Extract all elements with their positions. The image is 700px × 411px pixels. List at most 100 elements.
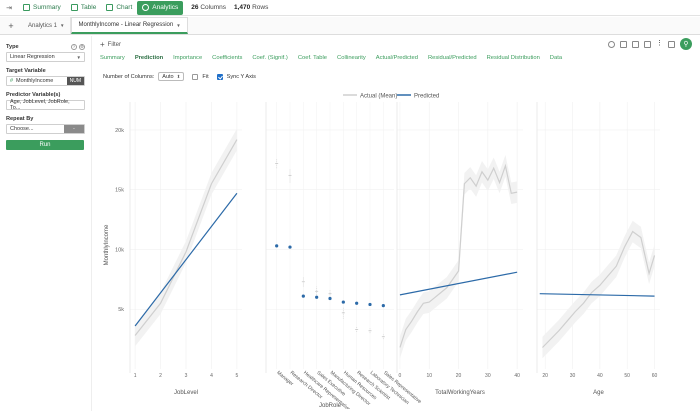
more-icon[interactable]: ⋮	[656, 39, 663, 47]
chevron-down-icon[interactable]: ▼	[60, 23, 65, 28]
x-tick-label: 50	[624, 373, 630, 379]
tab-residual-distribution[interactable]: Residual Distribution	[486, 55, 540, 61]
x-axis-label: JobLevel	[174, 390, 198, 396]
predicted-point	[315, 295, 319, 299]
actual-confidence-band	[399, 155, 518, 359]
add-tab-icon[interactable]: +	[8, 20, 14, 31]
tab-coefficients[interactable]: Coefficients	[212, 55, 243, 61]
tab-prediction[interactable]: Prediction	[134, 55, 164, 61]
x-tick-label: 40	[597, 373, 603, 379]
predictor-variables-input[interactable]: Age, JobLevel, JobRole, To...	[6, 99, 85, 111]
help-icon[interactable]: ?	[71, 44, 77, 50]
top-bar: ⇥ Summary Table Chart Analytics 26 Colum…	[0, 0, 700, 16]
repeat-by-label: Repeat By	[6, 116, 34, 122]
type-select[interactable]: Linear Regression ▼	[6, 52, 85, 62]
download-icon[interactable]	[644, 40, 651, 48]
analytics-icon	[142, 4, 150, 11]
predicted-point	[381, 304, 385, 308]
tab-coef-table[interactable]: Coef. Table	[297, 55, 328, 61]
x-tick-label: 60	[652, 373, 658, 379]
x-tick-label: 20	[542, 373, 548, 379]
sync-y-axis-label: Sync Y Axis	[226, 73, 256, 80]
repeat-by-select[interactable]: Choose... -	[6, 124, 85, 134]
x-axis-label: Age	[593, 390, 604, 396]
nav-analytics[interactable]: Analytics	[137, 0, 184, 15]
x-tick-label: 2	[159, 373, 162, 379]
x-tick-label: 10	[426, 373, 432, 379]
columns-count: 26	[191, 4, 199, 11]
rows-count: 1,470	[233, 4, 251, 11]
type-label: Type? ⚙	[6, 44, 85, 50]
chevron-down-icon: ▼	[76, 54, 81, 60]
y-tick-label: 20k	[115, 128, 124, 134]
repeat-by-clear-button[interactable]: -	[64, 125, 84, 133]
tab-data[interactable]: Data	[549, 55, 563, 61]
x-tick-label: 40	[514, 373, 520, 379]
target-variable-select[interactable]: # MonthlyIncome NUM	[6, 76, 85, 86]
y-axis-label: MonthlyIncome	[104, 224, 110, 265]
actual-mean-line	[399, 163, 518, 348]
filter-button[interactable]: + Filter	[100, 40, 122, 49]
chart-icon	[106, 4, 114, 11]
expand-icon[interactable]	[668, 40, 675, 48]
collapse-icon[interactable]: ⇥	[6, 4, 12, 12]
run-button[interactable]: Run	[6, 140, 84, 150]
nav-table[interactable]: Table	[66, 1, 102, 15]
predicted-line	[539, 293, 655, 297]
predicted-point	[328, 296, 332, 301]
sync-y-axis-checkbox[interactable]	[216, 73, 223, 80]
x-tick-label: 5	[236, 373, 239, 379]
x-tick-label: 0	[399, 373, 402, 379]
y-tick-label: 15k	[115, 188, 124, 194]
plus-icon: +	[100, 40, 105, 49]
summary-icon	[23, 4, 30, 11]
actual-confidence-band	[542, 220, 655, 359]
y-tick-label: 5k	[118, 307, 124, 313]
top-nav: Summary Table Chart Analytics	[18, 0, 184, 16]
view-tabs: Summary Prediction Importance Coefficien…	[100, 55, 562, 61]
chevron-down-icon[interactable]: ▼	[176, 22, 181, 28]
tab-coef-signif[interactable]: Coef. (Signif.)	[252, 55, 288, 61]
legend-predicted-label: Predicted	[414, 94, 439, 100]
x-tick-label: 4	[210, 373, 213, 379]
predicted-point	[301, 294, 305, 298]
tab-importance[interactable]: Importance	[173, 55, 203, 61]
x-tick-label: 30	[570, 373, 576, 379]
target-variable-label: Target Variable	[6, 68, 46, 74]
predictor-variables-label: Predictor Variable(s)	[6, 92, 61, 98]
predicted-point	[341, 300, 345, 304]
chart-toolbar: ⋮ ⚲	[608, 38, 692, 50]
table-icon	[70, 4, 78, 11]
type-badge: NUM	[66, 77, 84, 85]
columns-select[interactable]: Auto ⬍	[158, 72, 185, 81]
data-counts: 26 Columns 1,470 Rows	[191, 4, 268, 11]
tab-linear-regression[interactable]: MonthlyIncome - Linear Regression ▼	[71, 17, 188, 34]
pin-icon[interactable]: ⚲	[680, 38, 692, 50]
gear-icon[interactable]: ⚙	[79, 44, 85, 50]
actual-mean-line	[542, 230, 656, 348]
nav-chart[interactable]: Chart	[101, 1, 137, 15]
comment-icon[interactable]	[608, 40, 615, 48]
tab-bar: + Analytics 1 ▼ MonthlyIncome - Linear Re…	[0, 17, 700, 35]
tab-actual-predicted[interactable]: Actual/Predicted	[375, 55, 418, 61]
chart-type-icon[interactable]	[620, 40, 627, 48]
tab-residual-predicted[interactable]: Residual/Predicted	[427, 55, 477, 61]
fit-label: Fit	[202, 73, 209, 80]
x-tick-label: 1	[134, 373, 137, 379]
x-tick-label: 20	[456, 373, 462, 379]
x-tick-label: 30	[485, 373, 491, 379]
y-tick-label: 10k	[115, 247, 124, 253]
tab-collinearity[interactable]: Collinearity	[337, 55, 366, 61]
chevron-down-icon: ⬍	[176, 73, 181, 79]
predicted-point	[368, 302, 372, 307]
tab-summary[interactable]: Summary	[100, 55, 125, 61]
predicted-line	[399, 271, 518, 296]
chart-options: Number of Columns: Auto ⬍ Fit Sync Y Axis	[103, 72, 256, 81]
fit-checkbox[interactable]	[192, 73, 199, 80]
tab-analytics-1[interactable]: Analytics 1 ▼	[22, 17, 72, 34]
x-axis-label: TotalWorkingYears	[435, 390, 485, 396]
nav-summary[interactable]: Summary	[18, 1, 66, 15]
rows-label: Rows	[252, 4, 269, 11]
tune-icon[interactable]	[632, 40, 639, 48]
predicted-point	[355, 301, 359, 305]
